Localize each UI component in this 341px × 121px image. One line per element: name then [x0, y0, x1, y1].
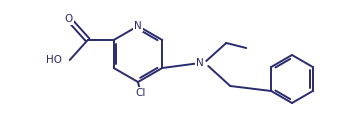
Text: N: N — [196, 58, 204, 68]
Text: Cl: Cl — [136, 88, 146, 98]
Text: O: O — [65, 14, 73, 24]
Text: HO: HO — [46, 55, 62, 65]
Text: N: N — [134, 21, 142, 31]
